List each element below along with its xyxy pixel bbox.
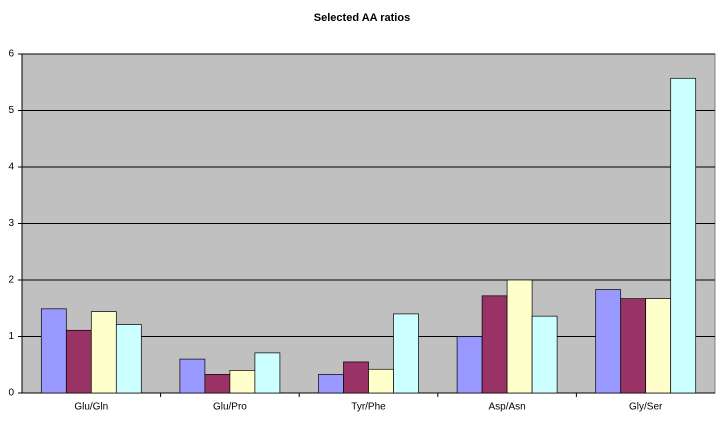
- bar: [645, 298, 672, 394]
- bar: [90, 311, 117, 394]
- x-tick-label: Glu/Pro: [213, 402, 247, 413]
- bar: [393, 313, 419, 394]
- y-tick-label: 5: [8, 105, 14, 116]
- bar: [506, 279, 533, 394]
- bar: [229, 370, 256, 394]
- bar: [318, 374, 344, 394]
- bar: [115, 324, 142, 394]
- x-tick-label: Glu/Gln: [74, 402, 108, 413]
- y-tick-label: 6: [8, 49, 14, 60]
- bar: [595, 289, 622, 394]
- y-tick-label: 4: [8, 162, 14, 173]
- bar: [670, 77, 697, 394]
- bar: [531, 315, 558, 394]
- bar: [40, 308, 67, 394]
- x-tick-label: Asp/Asn: [488, 402, 525, 413]
- bar: [368, 368, 394, 394]
- bar: [179, 358, 206, 394]
- x-tick-label: Tyr/Phe: [351, 402, 386, 413]
- y-tick-label: 0: [8, 388, 14, 399]
- chart-title: Selected AA ratios: [314, 12, 410, 24]
- bar: [204, 374, 231, 394]
- bar: [65, 329, 92, 394]
- bar: [456, 336, 483, 394]
- bar: [343, 361, 369, 394]
- bar: [254, 352, 281, 394]
- bar: [481, 295, 508, 394]
- y-tick-label: 2: [8, 275, 14, 286]
- y-tick-label: 1: [8, 331, 14, 342]
- x-tick-label: Gly/Ser: [629, 402, 663, 413]
- y-tick-label: 3: [8, 218, 14, 229]
- bar: [620, 298, 647, 394]
